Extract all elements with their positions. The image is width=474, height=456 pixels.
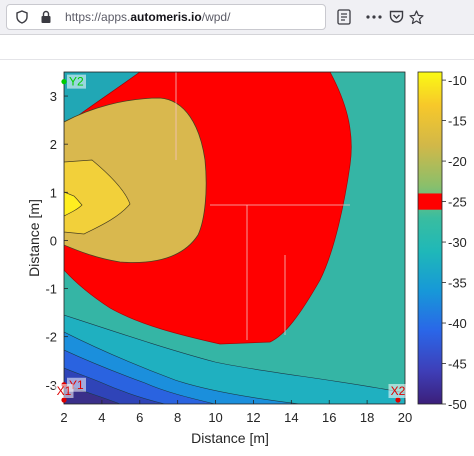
colorbar-tick-label: -10: [448, 73, 467, 88]
x-axis: 2 4 6 8 10 12 14 16 18 20: [60, 400, 412, 425]
pocket-icon[interactable]: [386, 5, 406, 29]
colorbar-frame: [417, 71, 443, 405]
plot-frame: [63, 71, 406, 405]
bookmark-star-icon[interactable]: [406, 5, 426, 29]
more-icon[interactable]: [364, 5, 384, 29]
annotation-label: Y2: [69, 75, 84, 89]
y-tick-label: -1: [45, 282, 57, 297]
x-tick-label: 18: [360, 410, 374, 425]
y-tick-label: 3: [50, 89, 57, 104]
colorbar-tick-label: -45: [448, 357, 467, 372]
colorbar-tick-label: -40: [448, 316, 467, 331]
colorbar-tick-label: -15: [448, 114, 467, 129]
page-top-band: [0, 35, 474, 59]
contour-fill-group: [64, 72, 405, 404]
y-axis-label: Distance [m]: [26, 199, 42, 277]
colorbar-tick-label: -25: [448, 195, 467, 210]
x-tick-label: 2: [60, 410, 67, 425]
y-tick-label: 2: [50, 137, 57, 152]
y-axis: 3 2 1 0 -1 -2 -3: [45, 89, 68, 393]
y-tick-label: -3: [45, 378, 57, 393]
x-tick-label: 10: [208, 410, 222, 425]
y-tick-label: 1: [50, 185, 57, 200]
reader-mode-icon[interactable]: [334, 5, 354, 29]
toolbar-divider: [0, 34, 474, 35]
annotation-point: [61, 397, 67, 403]
colorbar-tick-label: -30: [448, 235, 467, 250]
colorbar: [418, 72, 442, 404]
annotation-point: [395, 397, 401, 403]
annotation-label-bg: [67, 74, 86, 89]
lock-icon[interactable]: [37, 5, 55, 29]
url-suffix: /wpd/: [201, 10, 231, 24]
x-axis-label: Distance [m]: [191, 430, 269, 446]
annotation-label: X1: [57, 384, 72, 398]
x-tick-label: 20: [398, 410, 412, 425]
colorbar-highlight-band: [418, 193, 442, 210]
x-tick-label: 8: [174, 410, 181, 425]
url-bar[interactable]: https://apps.automeris.io/wpd/: [6, 4, 326, 30]
annotation-point: [61, 79, 67, 85]
x-tick-label: 16: [322, 410, 336, 425]
annotation-label: X2: [391, 384, 406, 398]
x-tick-label: 12: [246, 410, 260, 425]
contour-yellow-peak: [64, 191, 83, 217]
y-tick-label: 0: [50, 233, 57, 248]
contour-gold: [64, 159, 131, 235]
y-tick-label: -2: [45, 330, 57, 345]
url-text[interactable]: https://apps.automeris.io/wpd/: [65, 10, 230, 24]
colorbar-tick-label: -50: [448, 397, 467, 412]
shield-icon[interactable]: [13, 5, 31, 29]
x-tick-label: 6: [136, 410, 143, 425]
colorbar-tick-label: -20: [448, 154, 467, 169]
annotation-label-bg: [54, 384, 74, 398]
x-tick-label: 14: [284, 410, 298, 425]
colorbar-tick-label: -35: [448, 276, 467, 291]
colorbar-ticks: -10 -15 -20 -25 -30 -35 -40 -45 -50: [442, 73, 467, 412]
page-top-divider: [0, 59, 474, 60]
annotation-label-bg: [388, 384, 408, 398]
url-prefix: https://apps.: [65, 10, 131, 24]
url-domain: automeris.io: [130, 10, 202, 24]
x-tick-label: 4: [98, 410, 105, 425]
browser-toolbar: https://apps.automeris.io/wpd/: [0, 0, 474, 34]
